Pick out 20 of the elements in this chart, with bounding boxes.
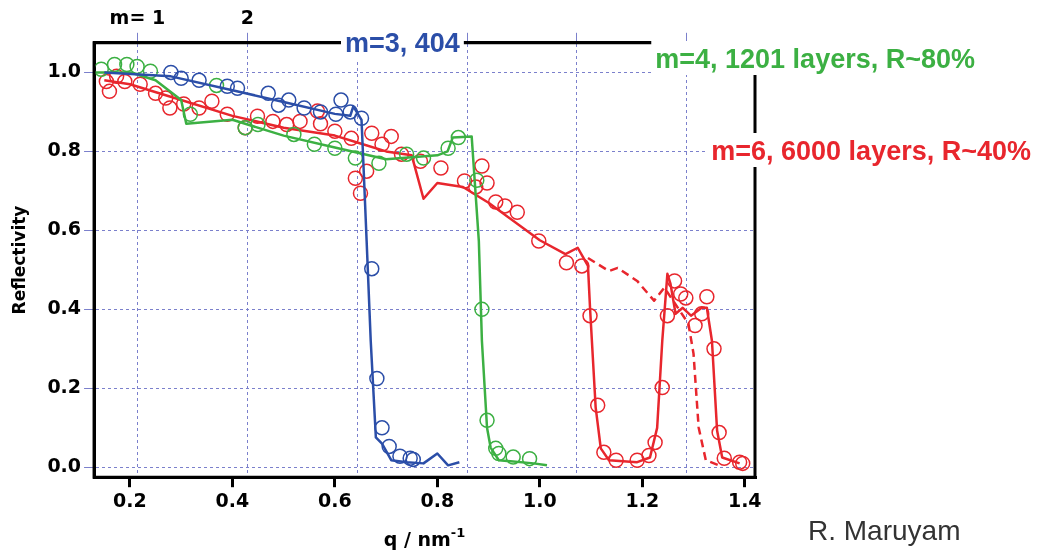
x-tick-label: 1.0 [522, 488, 557, 511]
series-label: m=3, 404 [345, 28, 460, 58]
text: m=6, 6000 layers, R~40% [711, 136, 1031, 166]
y-axis-title: Reflectivity [8, 205, 29, 315]
y-tick-label: 0.2 [47, 375, 82, 398]
y-tick-label: 0.8 [47, 138, 82, 161]
y-tick-label: 0.0 [47, 454, 82, 477]
y-tick-label: 0.4 [47, 296, 82, 319]
text: R. Maruyam [808, 515, 961, 546]
y-tick-label: 1.0 [47, 59, 82, 82]
x-tick-label: 0.6 [318, 488, 352, 511]
x-tick-label: 0.4 [215, 488, 250, 511]
x-tick-label: 1.4 [727, 488, 762, 511]
text: m=4, 1201 layers, R~80% [655, 44, 975, 74]
x2-tick-label: m= 1 [109, 6, 166, 29]
y-tick-label: 0.6 [47, 217, 82, 240]
x-tick-label: 0.8 [420, 488, 455, 511]
x-tick-label: 1.2 [625, 488, 660, 511]
x2-tick-label: 2 [240, 6, 254, 29]
x-tick-label: 0.2 [113, 488, 147, 511]
